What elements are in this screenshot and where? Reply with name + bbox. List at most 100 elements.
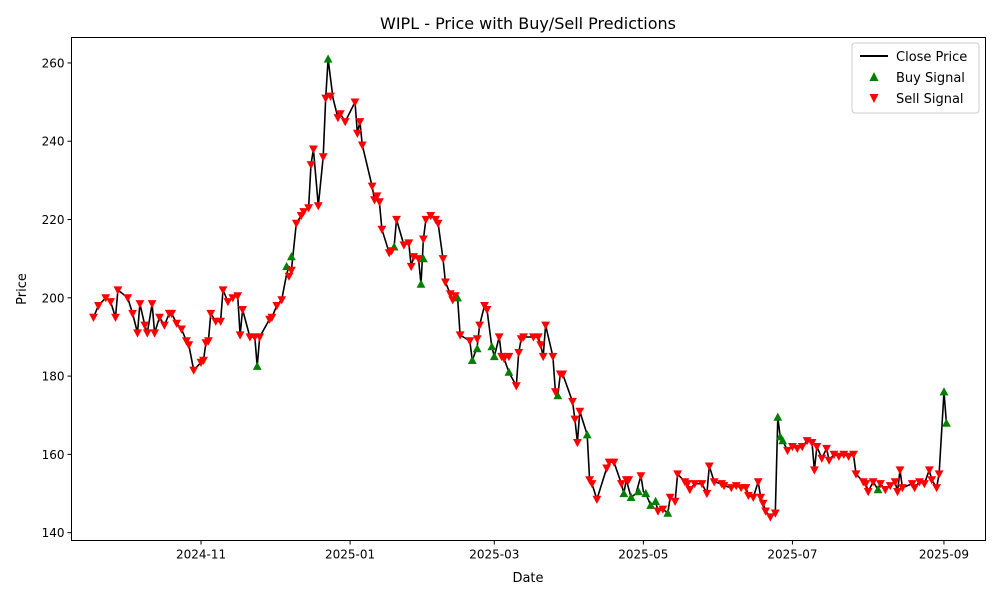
y-tick-label: 200 <box>42 291 65 305</box>
sell-signal-marker <box>392 215 401 225</box>
buy-signal-marker <box>641 488 651 498</box>
sell-signal-marker <box>868 478 878 487</box>
sell-signal-marker <box>375 198 384 207</box>
sell-signal-marker <box>573 439 582 448</box>
sell-signal-marker <box>624 476 634 485</box>
y-axis: 140 160 180 200 220 240 260 <box>42 56 72 540</box>
y-tick-label: 180 <box>42 370 65 384</box>
sell-signal-marker <box>228 294 238 303</box>
sell-signal-marker <box>291 219 301 228</box>
sell-signal-marker <box>277 296 287 305</box>
sell-signal-marker <box>719 482 729 491</box>
sell-signal-marker <box>204 337 213 346</box>
sell-signal-marker <box>455 331 465 340</box>
sell-signal-marker <box>419 235 428 244</box>
sell-signal-marker <box>216 317 225 326</box>
sell-signal-marker <box>702 489 712 499</box>
sell-signal-marker <box>812 443 822 452</box>
buy-signal-marker <box>287 252 296 261</box>
plot-area <box>89 54 951 522</box>
sell-signal-marker <box>849 450 858 459</box>
sell-signal-marker <box>770 509 780 518</box>
buy-signal-marker <box>873 485 883 494</box>
sell-signal-marker <box>340 118 350 127</box>
sell-signal-marker <box>406 262 416 272</box>
sell-signal-marker <box>350 98 360 107</box>
sell-signal-marker <box>885 482 895 491</box>
legend-buy-triangle-icon <box>869 72 879 81</box>
sell-signal-marker <box>824 456 834 465</box>
sell-signal-marker <box>465 337 475 346</box>
sell-signal-marker <box>704 462 714 471</box>
buy-signal-marker <box>634 487 643 496</box>
sell-signal-marker <box>797 443 807 452</box>
sell-signal-marker <box>172 319 181 328</box>
sell-signal-marker <box>372 192 382 201</box>
sell-signal-marker <box>934 470 944 479</box>
sell-signal-marker <box>709 478 719 487</box>
y-axis-title: Price <box>15 273 30 305</box>
sell-signal-marker <box>377 225 387 234</box>
sell-signal-marker <box>609 458 619 467</box>
sell-signal-marker <box>160 321 169 330</box>
sell-signal-marker <box>140 321 150 330</box>
sell-signal-marker <box>783 446 792 456</box>
buy-signal-marker <box>323 54 333 63</box>
sell-signal-marker <box>499 354 509 364</box>
sell-signal-marker <box>326 92 335 101</box>
sell-signal-marker <box>101 294 111 303</box>
sell-signal-marker <box>690 480 700 489</box>
x-tick-label: 2024-11 <box>176 548 226 562</box>
sell-signal-marker <box>321 94 331 103</box>
sell-signal-marker <box>199 356 208 365</box>
sell-signal-marker <box>355 118 365 127</box>
sell-signal-marker <box>272 302 282 311</box>
sell-signal-marker <box>822 444 831 454</box>
sell-signal-marker <box>223 298 233 307</box>
sell-signal-marker <box>255 333 265 342</box>
sell-signal-marker <box>177 325 186 334</box>
sell-signal-marker <box>863 488 873 497</box>
sell-signal-marker <box>287 266 296 275</box>
sell-signal-marker <box>817 454 827 463</box>
sell-signal-marker <box>387 247 396 256</box>
plot-frame <box>71 37 986 541</box>
sell-signal-marker <box>683 480 692 489</box>
sell-signal-marker <box>670 497 680 506</box>
x-axis-title: Date <box>512 571 543 586</box>
sell-signal-marker <box>898 484 907 493</box>
sell-signal-marker <box>685 486 695 495</box>
sell-signal-marker <box>113 286 123 295</box>
sell-signal-marker <box>810 466 819 475</box>
sell-signal-marker <box>673 470 682 479</box>
sell-signal-marker <box>761 507 770 516</box>
chart-title: WIPL - Price with Buy/Sell Predictions <box>380 14 676 33</box>
sell-signal-marker <box>575 407 585 416</box>
sell-signal-marker <box>893 488 902 497</box>
sell-signal-marker <box>147 300 157 309</box>
sell-signal-marker <box>861 480 871 489</box>
sell-signal-marker <box>748 493 758 502</box>
sell-signal-marker <box>133 329 142 338</box>
sell-signal-marker <box>653 507 663 516</box>
buy-signal-marker <box>489 351 499 361</box>
sell-signal-marker <box>299 208 309 217</box>
buy-signal-marker <box>778 436 788 445</box>
y-tick-label: 240 <box>42 135 65 149</box>
sell-signal-marker <box>807 439 817 448</box>
legend-label-sell-signal: Sell Signal <box>896 92 964 107</box>
sell-signal-marker <box>111 313 120 322</box>
sell-signal-marker <box>414 255 423 264</box>
sell-signal-marker <box>189 366 199 375</box>
sell-signal-marker <box>318 153 328 162</box>
sell-signal-marker <box>426 212 436 221</box>
sell-signal-marker <box>617 480 626 489</box>
sell-signal-marker <box>218 286 228 295</box>
sell-signal-marker <box>494 333 504 342</box>
sell-signal-marker <box>844 452 853 461</box>
sell-signal-marker <box>519 333 528 342</box>
sell-signal-marker <box>658 505 668 514</box>
sell-signal-marker <box>834 452 844 461</box>
buy-signal-marker <box>472 344 482 353</box>
sell-signal-marker <box>792 444 802 454</box>
